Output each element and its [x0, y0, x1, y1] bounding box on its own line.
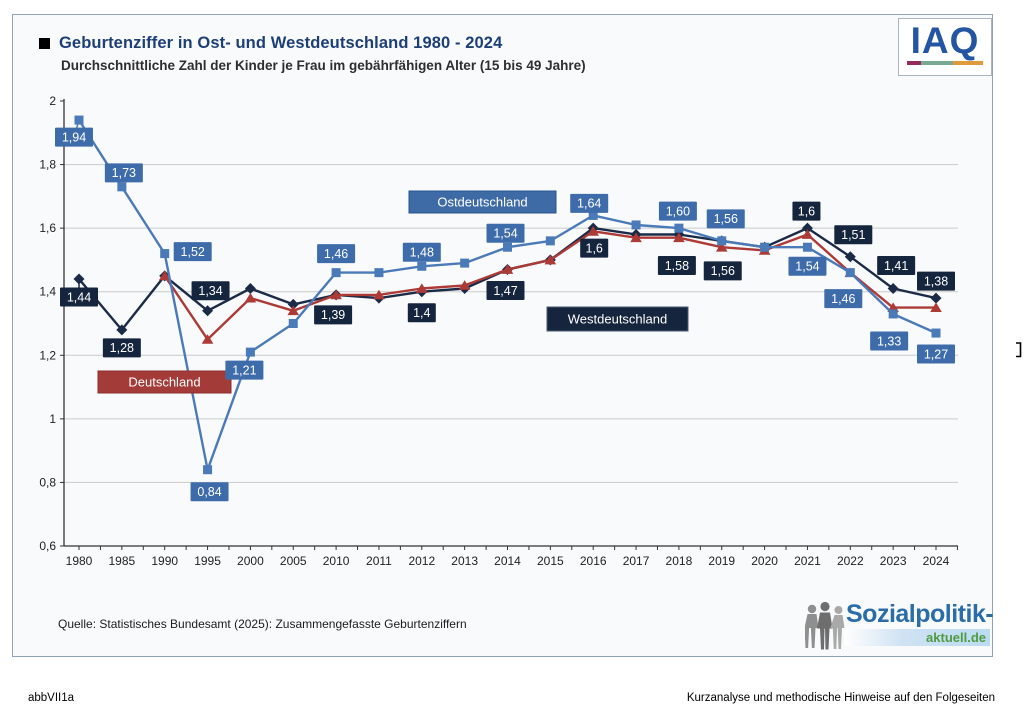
svg-text:1,94: 1,94 [62, 130, 86, 144]
sozialpolitik-wordmark: Sozialpolitik- [846, 600, 994, 628]
svg-text:Ostdeutschland: Ostdeutschland [437, 195, 527, 210]
svg-text:2019: 2019 [708, 554, 735, 568]
svg-text:2010: 2010 [323, 554, 350, 568]
series-ostdeutschland [74, 115, 941, 475]
title-bullet-icon [39, 38, 50, 49]
iaq-logo: IAQ [898, 18, 992, 76]
legend-boxes: Ostdeutschland Westdeutschland Deutschland [97, 190, 689, 394]
svg-text:2020: 2020 [751, 554, 778, 568]
svg-text:1,8: 1,8 [39, 158, 56, 172]
data-labels: 1,44 1,28 1,34 1,39 1,4 1,47 1,6 1,58 1,56 1,6 1,5… [55, 119, 955, 502]
svg-text:1: 1 [49, 412, 56, 426]
svg-text:2017: 2017 [623, 554, 650, 568]
svg-text:1,54: 1,54 [493, 227, 517, 241]
svg-text:2: 2 [49, 94, 56, 108]
axes [60, 99, 958, 550]
svg-text:1,56: 1,56 [711, 264, 735, 278]
svg-text:1,41: 1,41 [884, 259, 908, 273]
svg-text:0,6: 0,6 [39, 539, 56, 553]
svg-text:1,46: 1,46 [831, 292, 855, 306]
svg-text:1990: 1990 [151, 554, 178, 568]
svg-text:2000: 2000 [237, 554, 264, 568]
svg-text:2014: 2014 [494, 554, 521, 568]
svg-text:1,56: 1,56 [714, 212, 738, 226]
footer-note: Kurzanalyse und methodische Hinweise auf… [686, 692, 995, 704]
people-silhouettes-icon [805, 601, 845, 650]
svg-text:2018: 2018 [666, 554, 693, 568]
figure-frame: Geburtenziffer in Ost- und Westdeutschla… [12, 14, 994, 657]
cursor-icon [1016, 342, 1022, 358]
fertility-line-chart: 1980 1985 1990 1995 2000 2005 2010 2011 2012 2013… [39, 94, 958, 568]
svg-text:1,21: 1,21 [232, 363, 256, 377]
svg-text:1,2: 1,2 [39, 348, 56, 362]
svg-text:2022: 2022 [837, 554, 864, 568]
chart-title: Geburtenziffer in Ost- und Westdeutschla… [59, 34, 503, 52]
svg-text:2021: 2021 [794, 554, 821, 568]
svg-text:1,38: 1,38 [924, 274, 948, 288]
svg-text:1,44: 1,44 [67, 290, 91, 304]
svg-text:1,27: 1,27 [924, 347, 948, 361]
svg-text:2013: 2013 [451, 554, 478, 568]
svg-text:2012: 2012 [408, 554, 435, 568]
svg-text:1,6: 1,6 [798, 204, 815, 218]
svg-text:2005: 2005 [280, 554, 307, 568]
svg-text:0,8: 0,8 [39, 475, 56, 489]
svg-text:2015: 2015 [537, 554, 564, 568]
svg-text:1995: 1995 [194, 554, 221, 568]
svg-text:1,73: 1,73 [112, 166, 136, 180]
svg-text:2016: 2016 [580, 554, 607, 568]
svg-text:1,52: 1,52 [181, 245, 205, 259]
sozialpolitik-domain: aktuell.de [926, 630, 986, 645]
svg-text:0,84: 0,84 [197, 485, 221, 499]
svg-text:1,28: 1,28 [110, 341, 134, 355]
svg-text:2011: 2011 [366, 554, 392, 568]
svg-text:1,4: 1,4 [39, 285, 56, 299]
svg-text:2024: 2024 [923, 554, 950, 568]
svg-text:2023: 2023 [880, 554, 907, 568]
sozialpolitik-logo: Sozialpolitik- aktuell.de [799, 600, 994, 652]
svg-text:Westdeutschland: Westdeutschland [568, 312, 668, 327]
svg-text:1,4: 1,4 [413, 306, 430, 320]
figure-id-label: abbVII1a [28, 692, 75, 704]
svg-text:1,48: 1,48 [410, 246, 434, 260]
title-row: Geburtenziffer in Ost- und Westdeutschla… [39, 34, 502, 53]
svg-text:1,6: 1,6 [39, 221, 56, 235]
svg-text:1,34: 1,34 [198, 284, 222, 298]
svg-text:1,6: 1,6 [586, 241, 603, 255]
y-axis-labels: 0,6 0,8 1 1,2 1,4 1,6 1,8 2 [39, 94, 56, 553]
source-line: Quelle: Statistisches Bundesamt (2025): … [58, 617, 467, 631]
svg-text:1985: 1985 [108, 554, 135, 568]
svg-text:1,47: 1,47 [493, 284, 517, 298]
svg-text:Deutschland: Deutschland [128, 375, 200, 390]
iaq-logo-bars-icon [907, 61, 983, 65]
svg-text:1,46: 1,46 [324, 247, 348, 261]
svg-text:1,39: 1,39 [321, 308, 345, 322]
svg-text:1980: 1980 [66, 554, 93, 568]
svg-text:1,33: 1,33 [877, 334, 901, 348]
iaq-logo-text: IAQ [910, 20, 980, 61]
svg-text:1,54: 1,54 [795, 260, 819, 274]
x-axis-labels: 1980 1985 1990 1995 2000 2005 2010 2011 2012 2013… [66, 554, 950, 568]
svg-text:1,58: 1,58 [665, 259, 689, 273]
svg-text:1,51: 1,51 [841, 228, 865, 242]
svg-text:1,60: 1,60 [666, 204, 690, 218]
chart-subtitle: Durchschnittliche Zahl der Kinder je Fra… [61, 58, 586, 73]
svg-text:1,64: 1,64 [577, 197, 601, 211]
sozialpolitik-bar: aktuell.de [844, 629, 990, 646]
